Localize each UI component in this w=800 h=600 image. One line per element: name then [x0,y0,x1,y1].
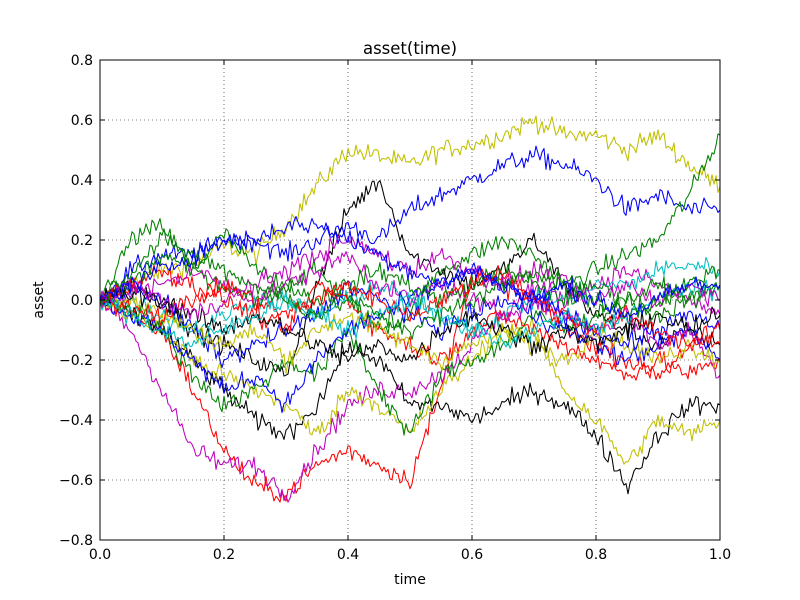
x-tick-label: 0.6 [461,547,483,563]
y-tick-label: −0.2 [59,353,93,369]
y-tick-label: −0.6 [59,473,93,489]
y-tick-label: −0.8 [59,533,93,549]
x-tick-label: 0.0 [89,547,111,563]
y-tick-label: 0.0 [71,293,93,309]
y-axis-label: asset [31,281,47,319]
series-line [100,264,720,381]
y-tick-label: 0.4 [71,173,93,189]
series-line [100,295,720,374]
series-line [100,276,720,349]
x-tick-label: 1.0 [709,547,731,563]
x-tick-label: 0.8 [585,547,607,563]
series-line [100,293,720,495]
y-tick-label: −0.4 [59,413,93,429]
series-line [100,228,720,341]
y-tick-label: 0.2 [71,233,93,249]
series-line [100,235,720,321]
series-line [100,265,720,503]
chart-title: asset(time) [363,39,457,58]
x-tick-label: 0.4 [337,547,359,563]
y-tick-label: 0.6 [71,113,93,129]
series-line [100,264,720,352]
series-line [100,215,720,318]
x-axis-label: time [394,572,426,588]
x-tick-label: 0.2 [213,547,235,563]
series-line [100,133,720,335]
series-line [100,253,720,324]
y-tick-label: 0.8 [71,53,93,69]
series-lines [100,115,720,503]
axis-ticks: 0.0 0.2 0.4 0.6 0.8 1.0 −0.8 −0.6 −0.4 −0.2 0.0 0.2… [59,53,731,563]
